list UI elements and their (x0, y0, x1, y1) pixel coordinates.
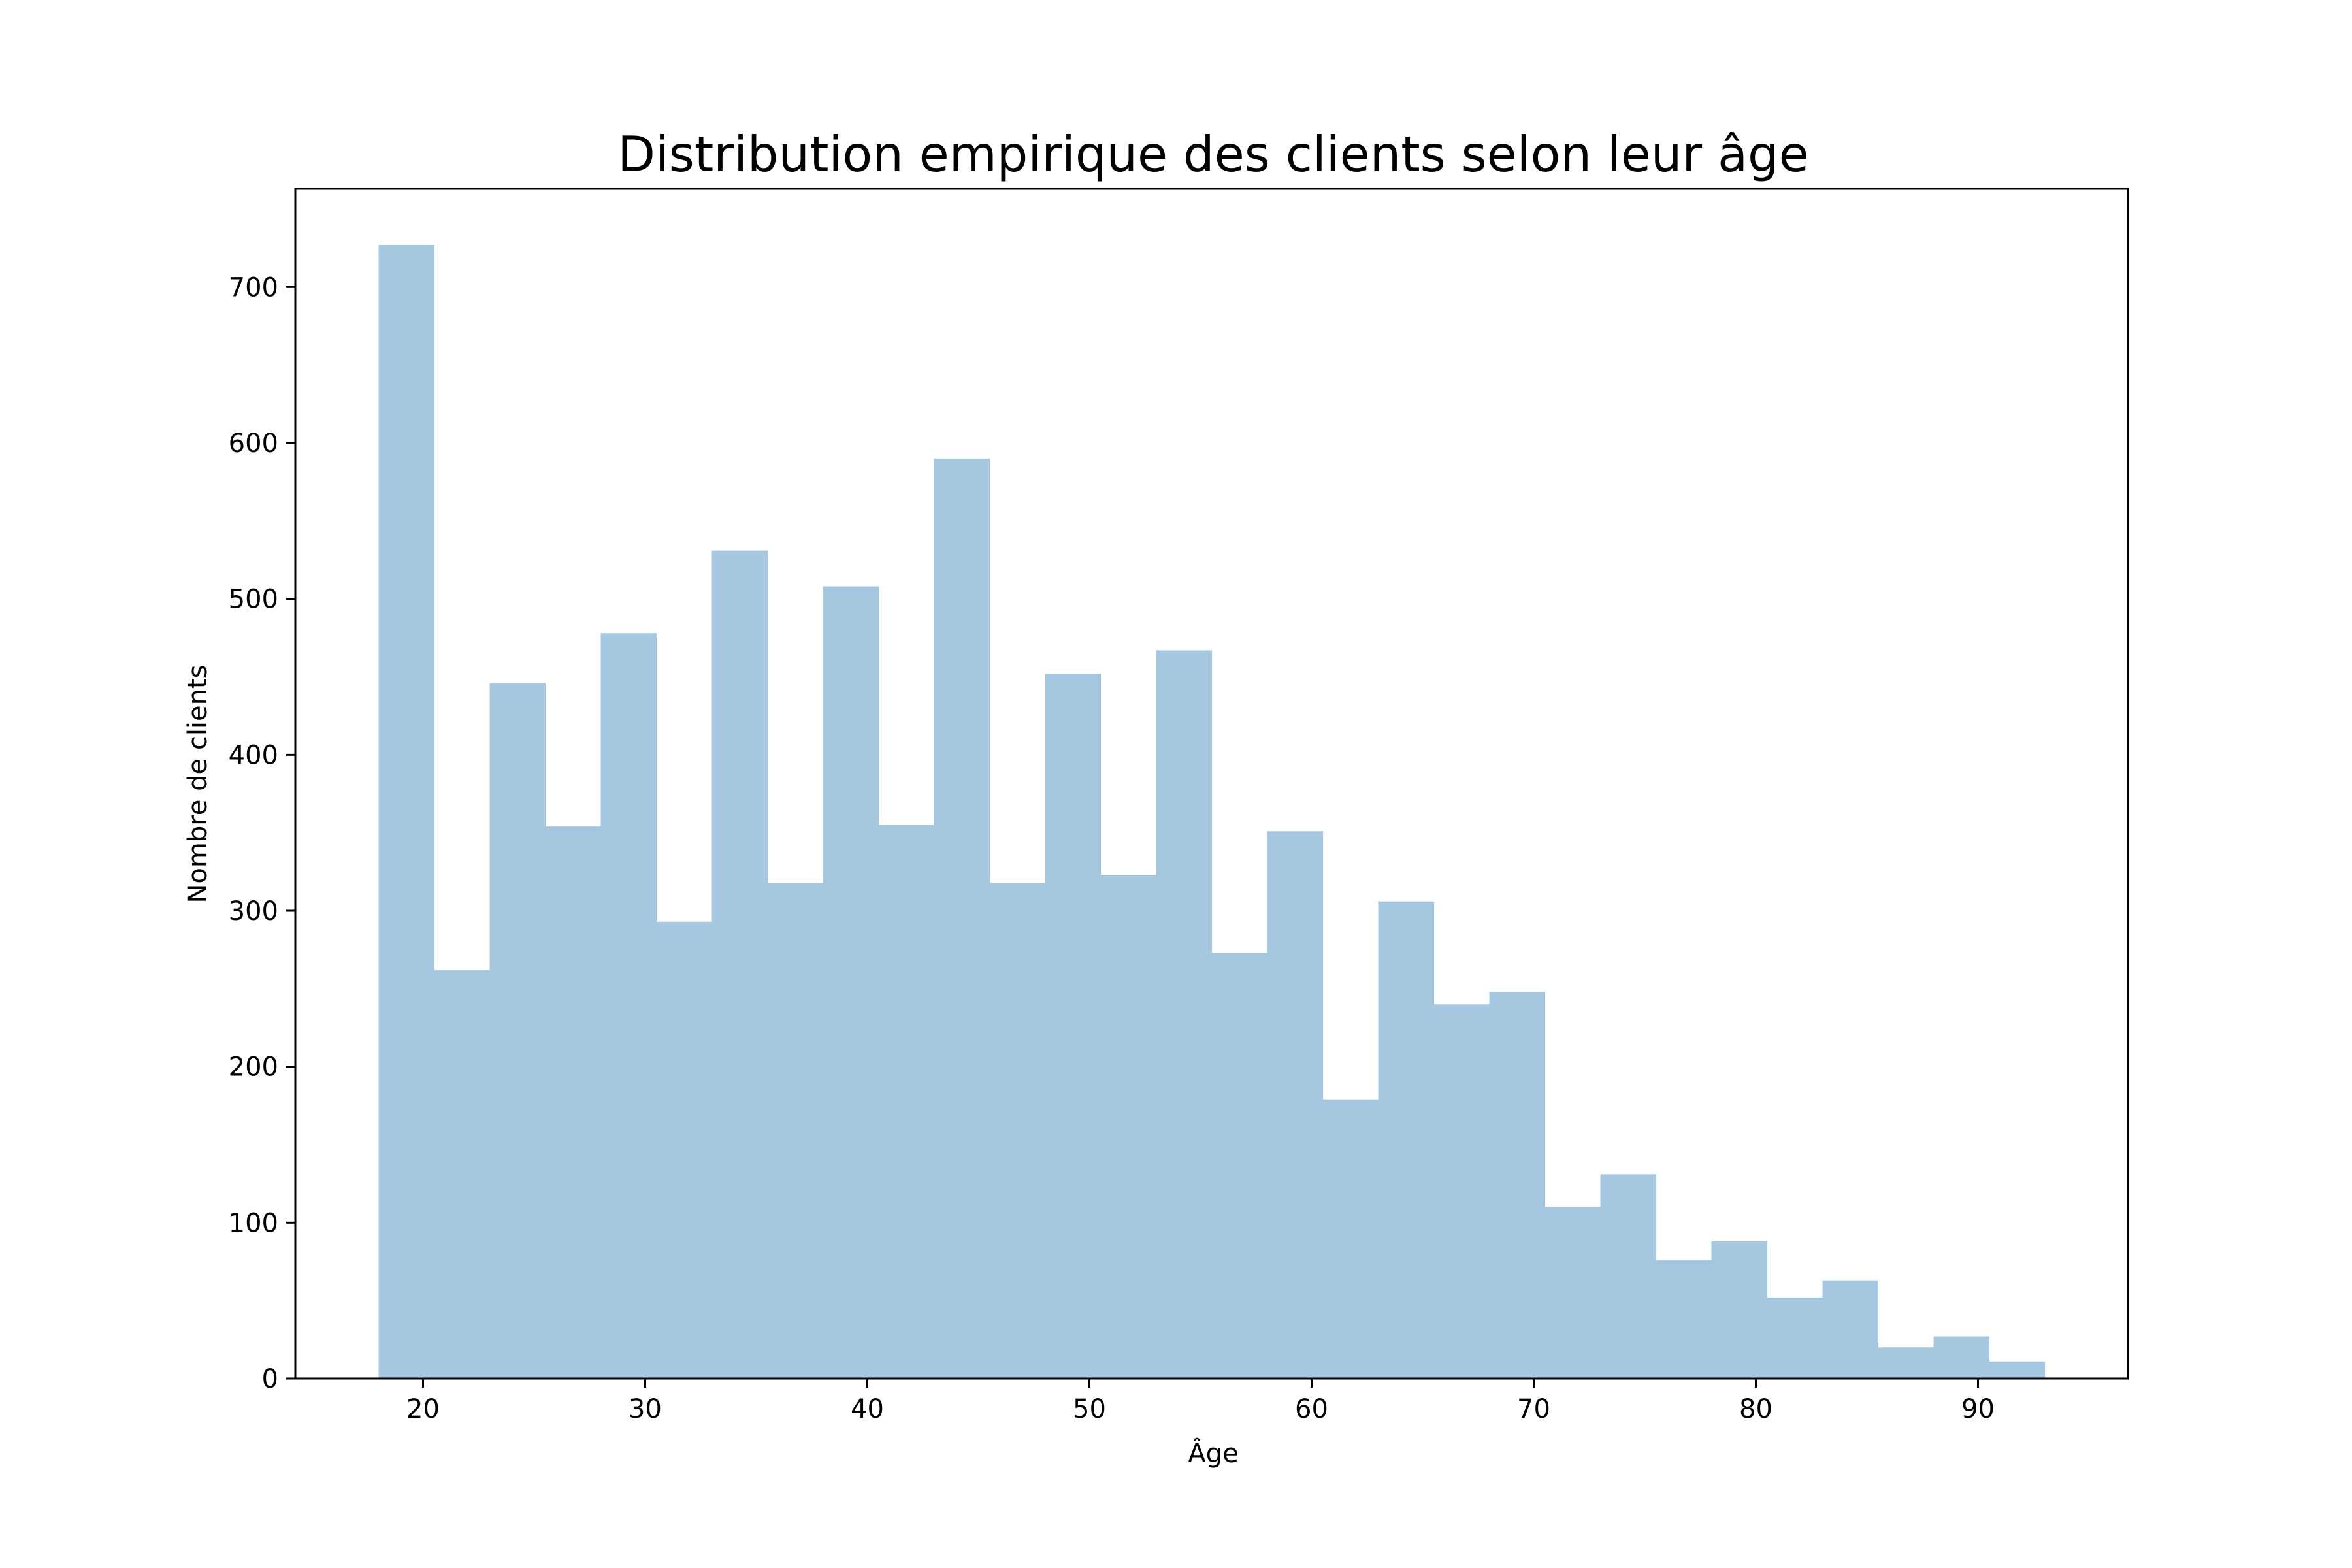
histogram-bar-10 (934, 458, 990, 1379)
x-tick-label: 20 (406, 1394, 440, 1424)
y-tick-label: 600 (229, 429, 278, 459)
histogram-bar-4 (600, 633, 657, 1379)
histogram-bar-9 (878, 825, 935, 1379)
y-tick-label: 300 (229, 896, 278, 926)
x-tick-label: 80 (1739, 1394, 1772, 1424)
histogram-bar-17 (1322, 1099, 1379, 1379)
x-tick-label: 50 (1073, 1394, 1106, 1424)
x-axis-ticks: 20 30 40 50 60 70 80 90 (406, 1379, 1995, 1424)
histogram-bar-18 (1378, 901, 1435, 1379)
histogram-bar-27 (1878, 1347, 1935, 1379)
x-tick-label: 30 (629, 1394, 662, 1424)
histogram-bar-0 (378, 244, 435, 1379)
histogram-bar-14 (1156, 650, 1213, 1379)
histogram-bar-23 (1656, 1260, 1712, 1379)
histogram-bar-8 (823, 586, 879, 1379)
histogram-bar-24 (1711, 1241, 1768, 1379)
histogram-bar-28 (1933, 1336, 1990, 1379)
histogram-bar-3 (545, 826, 602, 1379)
axes-frame (294, 188, 2129, 1380)
histogram-bar-25 (1767, 1297, 1823, 1379)
x-tick-label: 60 (1295, 1394, 1328, 1424)
y-tick-label: 400 (229, 740, 278, 770)
histogram-bar-22 (1600, 1174, 1657, 1379)
histogram-bar-19 (1433, 1004, 1490, 1379)
histogram-bar-20 (1489, 992, 1546, 1379)
histogram-bar-11 (989, 883, 1046, 1379)
x-tick-label: 70 (1517, 1394, 1550, 1424)
histogram-bar-16 (1267, 831, 1324, 1379)
y-tick-label: 100 (229, 1208, 278, 1238)
y-axis-label: Nombre de clients (183, 664, 213, 903)
x-tick-label: 90 (1961, 1394, 1995, 1424)
histogram-bar-29 (1989, 1361, 2046, 1379)
y-tick-label: 700 (229, 272, 278, 302)
y-tick-label: 500 (229, 585, 278, 615)
y-axis-ticks: 0 100 200 300 400 500 600 700 (229, 272, 295, 1394)
x-tick-label: 40 (851, 1394, 884, 1424)
histogram-bar-12 (1045, 674, 1102, 1379)
x-axis-label: Âge (1188, 1437, 1238, 1469)
histogram-bars (378, 244, 2046, 1379)
histogram-bar-7 (767, 883, 824, 1379)
histogram-bar-1 (434, 970, 491, 1379)
histogram-bar-15 (1211, 953, 1268, 1379)
histogram-bar-21 (1544, 1207, 1601, 1379)
histogram-bar-2 (489, 683, 546, 1379)
y-tick-label: 200 (229, 1053, 278, 1083)
y-tick-label: 0 (262, 1364, 278, 1394)
histogram-bar-5 (656, 921, 713, 1379)
chart-title: Distribution empirique des clients selon… (617, 125, 1809, 183)
histogram-bar-26 (1822, 1280, 1879, 1379)
histogram-bar-6 (711, 550, 768, 1379)
histogram-bar-13 (1100, 875, 1157, 1379)
